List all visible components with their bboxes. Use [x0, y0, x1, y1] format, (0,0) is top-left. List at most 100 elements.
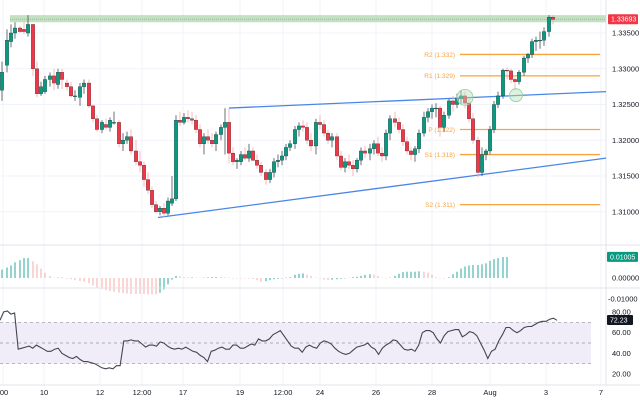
- candle-body: [112, 122, 116, 124]
- time-tick-label: 10: [40, 388, 48, 397]
- candle-body: [297, 125, 301, 130]
- candle-body: [134, 150, 138, 162]
- candle-body: [330, 136, 334, 141]
- candle-body: [401, 129, 405, 142]
- candle-body: [243, 154, 247, 159]
- candle-body: [467, 102, 471, 119]
- highlight-circle: [456, 88, 474, 106]
- candle-body: [251, 150, 255, 161]
- time-axis[interactable]: :00 10 12 12:00 17 19 12:00 24 26 28 Aug 3 7: [0, 384, 640, 397]
- candle-body: [397, 122, 401, 130]
- candle-body: [318, 122, 322, 125]
- rsi-axis[interactable]: 80.00 60.00 40.00 20.00 72.23: [607, 308, 633, 379]
- candle-body: [56, 72, 60, 85]
- time-tick-label: 3: [544, 388, 548, 397]
- candle-body: [104, 124, 108, 128]
- price-axis[interactable]: 1.33500 1.33000 1.32500 1.32000 1.31500 1.310…: [608, 14, 639, 216]
- highlight-circle: [509, 88, 523, 103]
- candle-body: [517, 72, 521, 82]
- candle-body: [235, 160, 239, 162]
- candle-body: [31, 24, 35, 69]
- candle-body: [18, 27, 22, 32]
- candle-body: [293, 129, 297, 144]
- candle-body: [146, 179, 150, 191]
- resistance-zone: [10, 15, 606, 23]
- candle-body: [530, 41, 534, 55]
- candle-body: [0, 72, 4, 91]
- candle-body: [231, 152, 235, 162]
- candle-body: [447, 100, 451, 116]
- candle-body: [351, 165, 355, 169]
- price-tick-label: 1.33500: [612, 29, 639, 38]
- candle-body: [496, 95, 500, 105]
- candle-body: [73, 95, 77, 97]
- candle-body: [190, 118, 194, 121]
- candle-body: [471, 118, 475, 141]
- pivot-label: R1 (1.329): [424, 73, 455, 80]
- rsi-tick-label: 60.00: [612, 328, 631, 337]
- macd-axis[interactable]: 0.00000 -0.01000 0.01005: [607, 251, 639, 304]
- candle-body: [488, 129, 492, 152]
- candle-body: [526, 54, 530, 59]
- candle-body: [534, 40, 538, 42]
- time-tick-label: 12: [96, 388, 104, 397]
- candle-body: [162, 208, 166, 214]
- candle-body: [198, 129, 202, 144]
- candle-body: [359, 150, 363, 161]
- candle-body: [522, 57, 526, 73]
- candle-body: [347, 161, 351, 166]
- rsi-tick-label: 40.00: [612, 349, 631, 358]
- last-price-value: 1.33693: [611, 17, 636, 24]
- candle-body: [9, 32, 13, 42]
- candle-body: [430, 107, 434, 112]
- candle-body: [405, 141, 409, 152]
- candle-body: [434, 107, 438, 110]
- candle-body: [484, 150, 488, 155]
- candle-body: [442, 115, 446, 128]
- macd-value-tag: [607, 251, 638, 262]
- candle-body: [368, 148, 372, 154]
- time-tick-label: 24: [316, 388, 324, 397]
- candle-body: [182, 117, 186, 123]
- candle-body: [513, 79, 517, 82]
- macd-histogram: [1, 256, 508, 295]
- candle-body: [206, 136, 210, 141]
- candle-body: [138, 161, 142, 166]
- rsi-tick-label: 20.00: [612, 370, 631, 379]
- last-price-tag: [608, 14, 638, 25]
- candle-body: [459, 95, 463, 99]
- candle-body: [202, 136, 206, 144]
- candle-body: [214, 134, 218, 144]
- candle-body: [509, 70, 513, 80]
- candle-body: [438, 107, 442, 128]
- candle-body: [239, 154, 243, 162]
- candle-body: [409, 150, 413, 155]
- trendline-upper: [228, 90, 607, 109]
- candle-body: [129, 136, 133, 152]
- candle-body: [314, 122, 318, 147]
- candle-body: [268, 172, 272, 180]
- candle-body: [355, 160, 359, 170]
- price-tick-label: 1.32500: [612, 100, 639, 109]
- candle-body: [52, 75, 56, 84]
- rsi-value-tag: [607, 315, 633, 326]
- candle-body: [100, 122, 104, 130]
- candle-body: [87, 82, 91, 107]
- candle-body: [542, 31, 546, 41]
- candle-body: [372, 143, 376, 149]
- resistance-zone-rect: [10, 15, 606, 23]
- candle-body: [422, 117, 426, 134]
- candle-body: [305, 127, 309, 141]
- time-tick-label: :00: [0, 388, 8, 397]
- candle-body: [393, 118, 397, 123]
- candle-body: [154, 204, 158, 212]
- candle-body: [538, 40, 542, 42]
- rsi-value: 72.23: [610, 318, 628, 325]
- candle-body: [219, 127, 223, 135]
- candle-body: [35, 68, 39, 94]
- candle-body: [22, 29, 26, 32]
- candle-body: [301, 125, 305, 128]
- time-tick-label: 12:00: [133, 388, 152, 397]
- candle-body: [166, 200, 170, 214]
